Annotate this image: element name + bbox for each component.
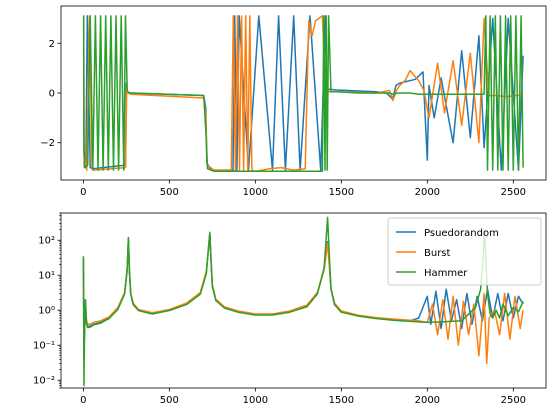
legend: Psuedorandom Burst Hammer: [387, 217, 542, 286]
y-tick-label: −2: [40, 138, 55, 149]
legend-label-hammer: Hammer: [424, 268, 468, 279]
x-tick-label: 2500: [501, 187, 526, 198]
y-tick-label: 2: [49, 39, 55, 50]
magnitude-subplot: 0 500 1000 1500 2000 2500 10⁻² 10⁻¹ 10⁰ 10¹ 10² Psu…: [33, 212, 547, 406]
legend-label-psuedorandom: Psuedorandom: [424, 228, 499, 239]
y-tick-label: 10⁻¹: [33, 341, 55, 352]
x-tick-label: 0: [80, 395, 86, 406]
phase-subplot: 0 500 1000 1500 2000 2500 −2 0 2: [40, 5, 547, 198]
axes-frame: [60, 5, 547, 181]
x-tick-label: 1000: [243, 395, 268, 406]
x-tick-label: 500: [160, 187, 179, 198]
y-tick-label: 10¹: [38, 271, 55, 282]
series-line-hammer: [82, 15, 524, 173]
y-tick-label: 10⁻²: [33, 376, 55, 387]
axes-frame: [60, 212, 547, 389]
y-tick-label: 0: [49, 89, 55, 100]
x-tick-label: 1500: [329, 187, 354, 198]
legend-label-burst: Burst: [424, 248, 451, 259]
x-tick-label: 0: [80, 187, 86, 198]
x-tick-label: 2000: [415, 395, 440, 406]
y-tick-label: 10²: [38, 236, 55, 247]
x-tick-label: 500: [160, 395, 179, 406]
x-tick-label: 2000: [415, 187, 440, 198]
y-tick-label: 10⁰: [38, 306, 55, 317]
plot-area: [82, 15, 524, 173]
x-tick-label: 2500: [501, 395, 526, 406]
x-tick-label: 1000: [243, 187, 268, 198]
x-tick-label: 1500: [329, 395, 354, 406]
legend-box: [387, 217, 542, 286]
